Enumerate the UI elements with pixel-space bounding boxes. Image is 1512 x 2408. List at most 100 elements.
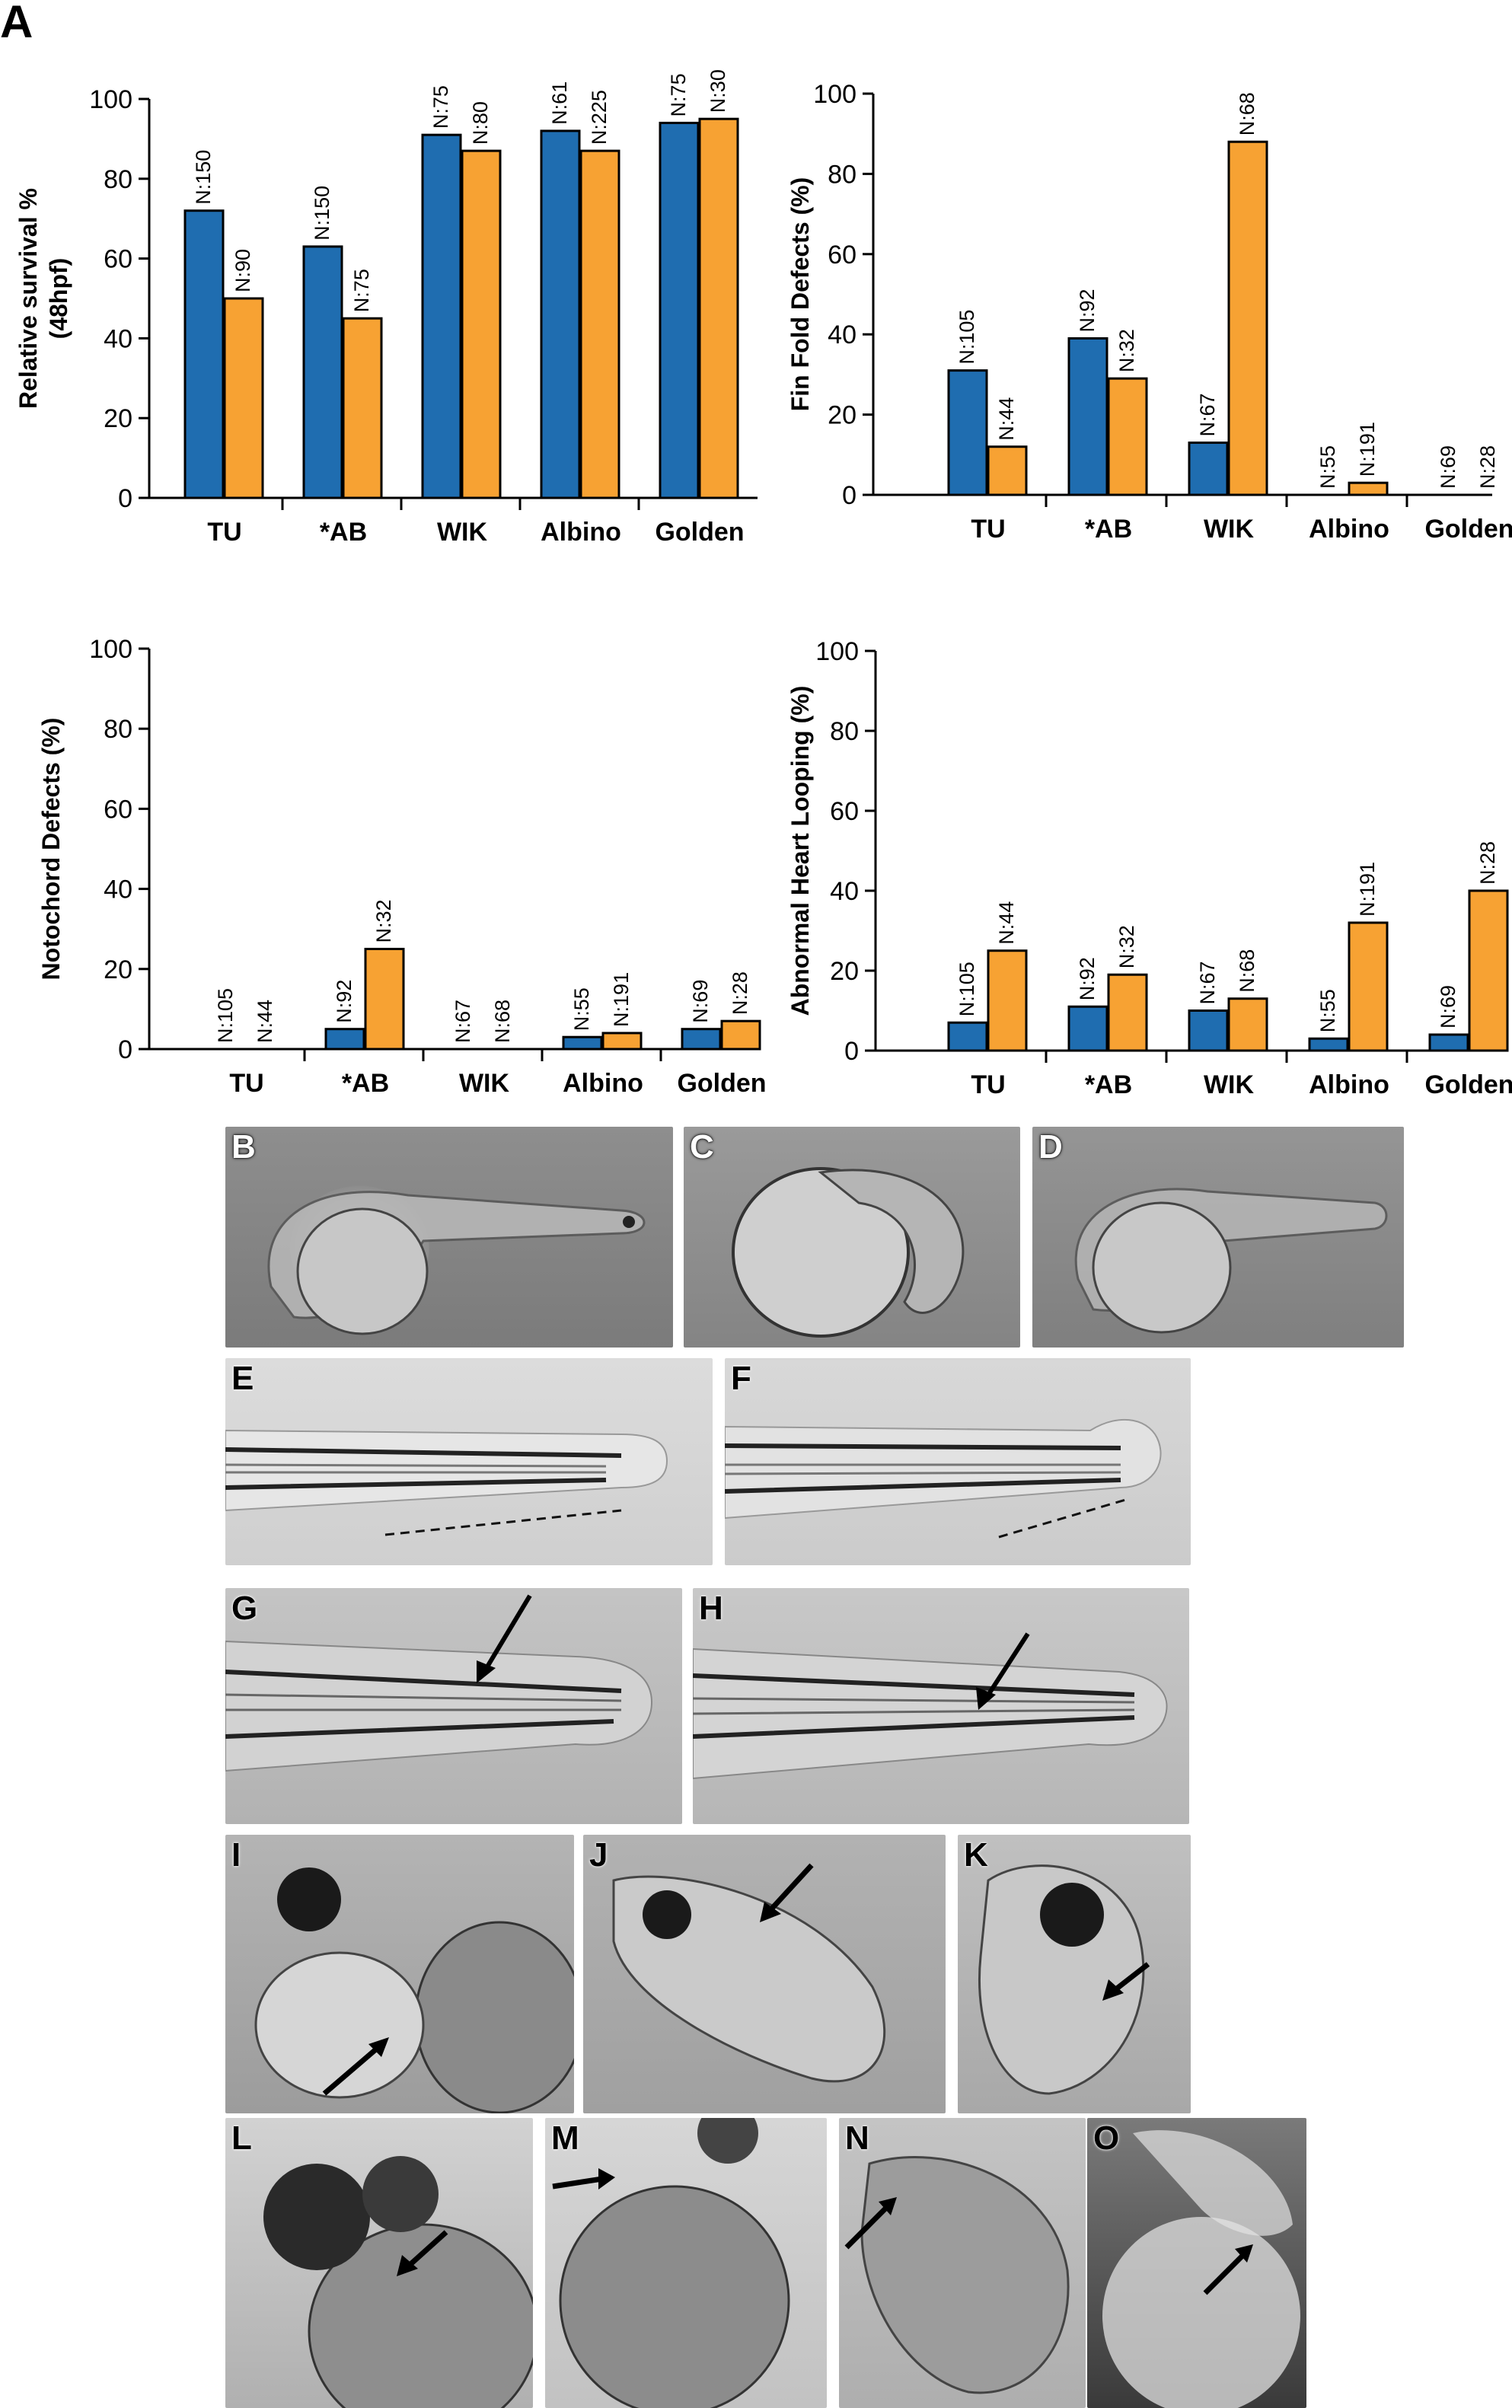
bar-series-1 xyxy=(1428,1033,1469,1052)
panel-label-g: G xyxy=(231,1590,258,1627)
data-label: N:225 xyxy=(588,90,611,145)
bar-series-1 xyxy=(1188,1009,1229,1052)
x-tick-label: *AB xyxy=(342,1069,389,1098)
data-label: N:28 xyxy=(729,971,751,1015)
x-tick-label: WIK xyxy=(437,518,488,547)
micrograph-h: H xyxy=(693,1588,1189,1824)
x-tick-label: Golden xyxy=(677,1069,766,1098)
data-label: N:92 xyxy=(1076,289,1099,332)
micrograph-m: M xyxy=(545,2118,827,2408)
x-tick-label: Albino xyxy=(1309,515,1389,544)
tail-f-drawing xyxy=(725,1418,1162,1539)
data-label: N:44 xyxy=(254,1000,276,1043)
bar-series-2 xyxy=(223,297,264,499)
micrograph-l: L xyxy=(225,2118,533,2408)
y-tick-label: 20 xyxy=(104,404,132,433)
larva-o-drawing xyxy=(1102,2130,1300,2408)
data-label: N:105 xyxy=(955,962,978,1016)
data-label: N:68 xyxy=(491,1000,514,1043)
larva-j-drawing xyxy=(612,1863,886,2083)
data-label: N:80 xyxy=(469,101,492,145)
bar-series-2 xyxy=(1107,973,1148,1052)
tail-g-drawing xyxy=(225,1594,653,1772)
bar-series-1 xyxy=(659,121,700,499)
micrograph-f: F xyxy=(725,1358,1191,1565)
data-label: N:92 xyxy=(1076,957,1099,1000)
bar-series-1 xyxy=(324,1028,365,1051)
data-label: N:75 xyxy=(667,73,690,116)
bar-series-2 xyxy=(698,117,739,499)
panel-label-j: J xyxy=(589,1836,608,1874)
bar-series-1 xyxy=(540,129,581,499)
bar-series-2 xyxy=(601,1032,643,1051)
bar-series-1 xyxy=(947,1021,988,1052)
micrograph-b: B xyxy=(225,1127,673,1348)
data-label: N:32 xyxy=(1115,329,1138,372)
data-label: N:75 xyxy=(429,85,452,129)
y-tick-label: 100 xyxy=(813,80,856,109)
x-tick-label: WIK xyxy=(459,1069,510,1098)
y-tick-label: 80 xyxy=(104,165,132,194)
larva-n-drawing xyxy=(844,2156,1070,2394)
bar-series-2 xyxy=(1227,140,1268,496)
data-label: N:191 xyxy=(1356,422,1379,477)
bar-series-2 xyxy=(1227,997,1268,1052)
micrograph-e: E xyxy=(225,1358,713,1565)
x-tick-label: TU xyxy=(207,518,241,547)
x-tick-label: *AB xyxy=(1085,1070,1132,1099)
embryo-c-drawing xyxy=(732,1167,965,1338)
bar-series-2 xyxy=(1107,377,1148,496)
micrograph-k: K xyxy=(958,1835,1191,2113)
y-tick-label: 80 xyxy=(828,160,856,189)
y-tick-label: 40 xyxy=(104,875,132,904)
bar-series-1 xyxy=(947,369,988,496)
bar-series-2 xyxy=(1348,481,1389,496)
x-tick-label: Albino xyxy=(1309,1070,1389,1099)
larva-l-drawing xyxy=(263,2156,533,2408)
tail-h-drawing xyxy=(693,1632,1168,1780)
bar-series-1 xyxy=(302,245,343,499)
panel-label-o: O xyxy=(1093,2119,1120,2157)
bar-series-1 xyxy=(1067,336,1108,496)
data-label: N:191 xyxy=(610,972,633,1027)
bar-series-2 xyxy=(579,149,620,499)
x-tick-label: Golden xyxy=(1424,515,1512,544)
panel-label-h: H xyxy=(699,1590,723,1627)
bar-series-2 xyxy=(1468,889,1509,1052)
data-label: N:55 xyxy=(1316,445,1339,489)
x-tick-label: TU xyxy=(971,1070,1005,1099)
y-tick-label: 40 xyxy=(104,324,132,353)
bar-series-1 xyxy=(1188,441,1229,496)
y-axis-label: Fin Fold Defects (%) xyxy=(786,177,814,412)
panel-label-e: E xyxy=(231,1360,254,1397)
bar-series-1 xyxy=(681,1028,722,1051)
data-label: N:68 xyxy=(1236,949,1258,993)
x-tick-label: TU xyxy=(971,515,1005,544)
data-label: N:92 xyxy=(333,980,356,1023)
micrograph-d: D xyxy=(1032,1127,1404,1348)
data-label: N:28 xyxy=(1476,445,1499,489)
x-tick-label: *AB xyxy=(1085,515,1132,544)
micrograph-i: I xyxy=(225,1835,574,2113)
panel-label-c: C xyxy=(690,1128,714,1166)
panel-label-f: F xyxy=(731,1360,751,1397)
x-tick-label: WIK xyxy=(1204,1070,1255,1099)
data-label: N:69 xyxy=(689,980,712,1023)
bar-series-2 xyxy=(987,445,1028,496)
data-label: N:28 xyxy=(1476,841,1499,885)
y-axis-label: Abnormal Heart Looping (%) xyxy=(786,686,814,1016)
panel-label-k: K xyxy=(964,1836,988,1874)
x-tick-label: Albino xyxy=(541,518,621,547)
x-tick-label: Albino xyxy=(563,1069,643,1098)
y-tick-label: 80 xyxy=(830,717,859,746)
data-label: N:32 xyxy=(372,899,395,942)
micrograph-j: J xyxy=(583,1835,946,2113)
panel-label-l: L xyxy=(231,2119,252,2157)
y-tick-label: 40 xyxy=(830,877,859,906)
y-axis-label: Relative survival % xyxy=(14,188,42,409)
panel-label-d: D xyxy=(1038,1128,1063,1166)
x-tick-label: WIK xyxy=(1204,515,1255,544)
bar-series-2 xyxy=(364,948,405,1051)
data-label: N:69 xyxy=(1437,445,1459,489)
